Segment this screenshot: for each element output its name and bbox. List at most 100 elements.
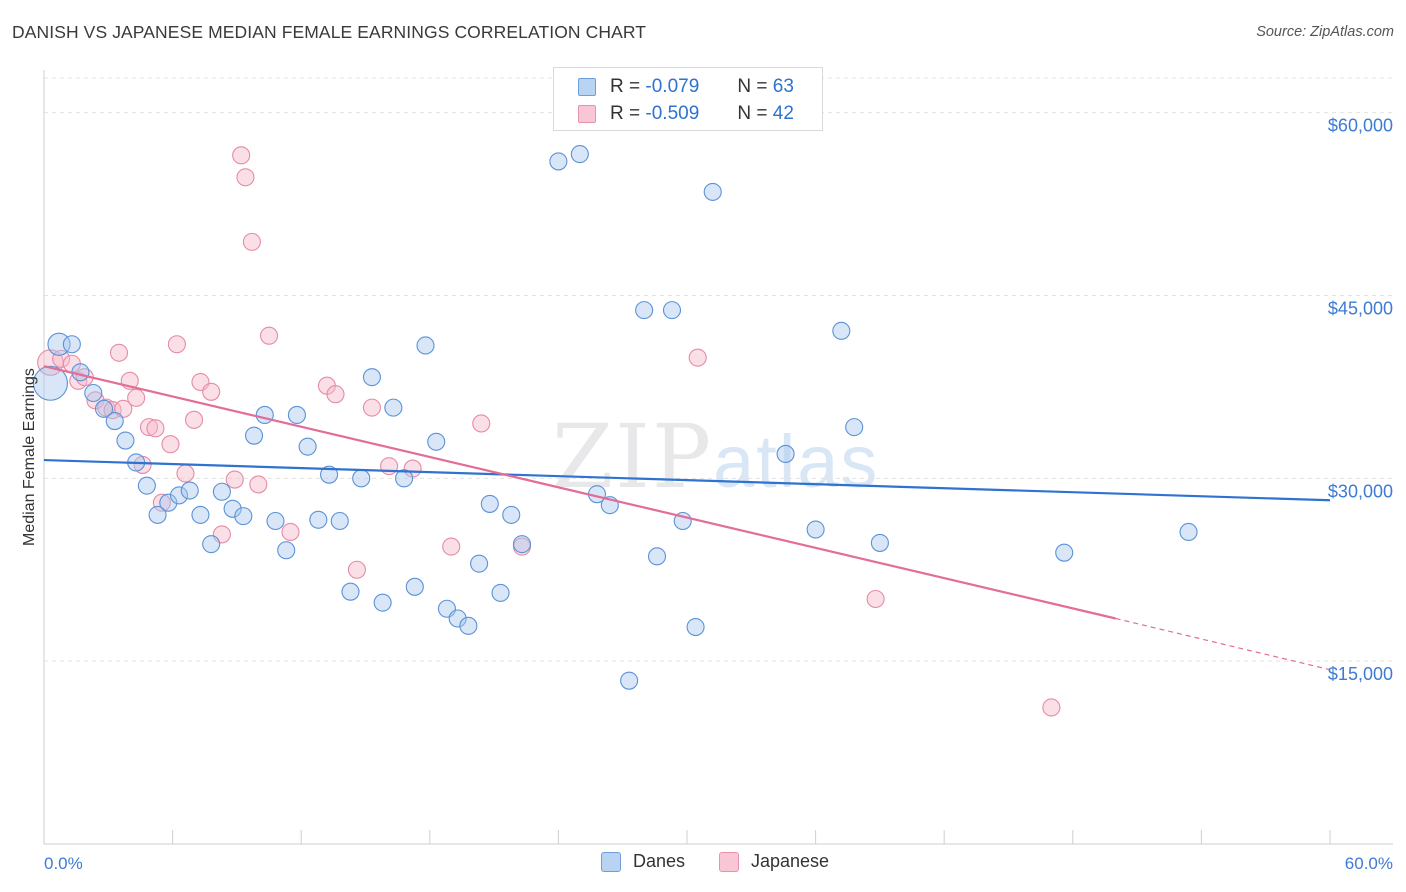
danes-point (373, 593, 392, 612)
danes-point (806, 520, 825, 539)
danes-point (635, 301, 654, 320)
japanese-point (347, 560, 366, 579)
danes-point (298, 437, 317, 456)
danes-point (512, 535, 532, 554)
japanese-point (362, 398, 381, 417)
danes-point (549, 152, 568, 171)
japanese-point (225, 470, 244, 489)
danes-point (416, 336, 435, 355)
danes-trend-line (43, 458, 1331, 502)
danes-point (202, 535, 221, 554)
japanese-point (472, 414, 491, 433)
japanese-trend-line (43, 365, 1116, 620)
danes-points (32, 145, 1198, 690)
danes-point (277, 541, 296, 560)
y-tick-label: $60,000 (1328, 116, 1393, 136)
danes-point (459, 616, 478, 635)
y-tick-label: $45,000 (1328, 298, 1393, 318)
danes-r-label: R = (610, 76, 641, 97)
danes-point (570, 145, 589, 164)
danes-point (287, 405, 306, 424)
japanese-point (326, 385, 345, 404)
japanese-point (202, 382, 221, 401)
japanese-swatch (578, 105, 596, 123)
danes-point (405, 577, 424, 596)
danes-point (703, 182, 722, 201)
legend-danes-label: Danes (633, 851, 686, 871)
japanese-point (232, 146, 251, 165)
japanese-r-label: R = (610, 103, 641, 124)
danes-point (832, 321, 851, 340)
axes (43, 70, 1393, 845)
danes-point (212, 482, 231, 501)
danes-point (32, 365, 68, 401)
danes-swatch (578, 78, 596, 96)
danes-point (234, 507, 253, 526)
japanese-point (109, 343, 129, 362)
danes-point (1179, 522, 1198, 542)
japanese-n-label: N = (737, 103, 768, 124)
watermark-zip: ZIP (552, 405, 714, 508)
danes-point (776, 444, 795, 464)
japanese-points (37, 146, 1061, 717)
danes-point (502, 505, 521, 524)
danes-point (116, 431, 135, 450)
japanese-point (161, 435, 180, 454)
danes-point (1055, 543, 1074, 562)
danes-point (180, 481, 199, 500)
danes-point (620, 671, 639, 690)
danes-point (137, 476, 156, 495)
danes-n-label: N = (737, 76, 768, 97)
danes-point (159, 493, 178, 512)
japanese-point (866, 589, 885, 609)
japanese-point (176, 464, 195, 483)
x-tick-label: 0.0% (44, 854, 83, 873)
legend-danes-swatch (601, 851, 621, 872)
danes-point (223, 499, 242, 518)
y-tick-label: $15,000 (1328, 664, 1393, 684)
danes-point (362, 368, 381, 387)
japanese-point (281, 522, 300, 542)
axis-labels: $15,000 $30,000 $45,000 $60,000 0.0% 60.0% Med… (21, 116, 1393, 873)
legend-danes[interactable]: Danes (601, 851, 685, 872)
danes-point (491, 583, 510, 602)
legend-japanese-swatch (719, 851, 739, 872)
danes-point (255, 405, 274, 424)
danes-n-value: 63 (772, 76, 794, 97)
danes-point (62, 335, 81, 354)
danes-point (647, 547, 667, 566)
danes-point (448, 609, 467, 628)
legend-row-japanese: R = -0.509 N = 42 (554, 101, 794, 127)
y-tick-label: $30,000 (1328, 481, 1393, 501)
danes-point (320, 465, 339, 484)
x-tick-label: 60.0% (1345, 854, 1393, 873)
danes-point (662, 301, 682, 320)
legend-japanese[interactable]: Japanese (719, 851, 829, 872)
japanese-point (242, 232, 261, 251)
legend-row-danes: R = -0.079 N = 63 (554, 74, 794, 100)
danes-point (845, 418, 864, 437)
japanese-n-value: 42 (772, 103, 794, 124)
source-label: Source: ZipAtlas.com (1256, 24, 1394, 40)
watermark: ZIPatlas (552, 405, 879, 508)
danes-r-value: -0.079 (645, 76, 700, 97)
correlation-legend: R = -0.079 N = 63 R = -0.509 N = 42 (553, 67, 823, 131)
japanese-r-value: -0.509 (645, 103, 700, 124)
danes-point (384, 398, 403, 417)
danes-point (330, 511, 349, 531)
danes-point (84, 383, 103, 403)
legend-japanese-label: Japanese (751, 851, 830, 871)
danes-point (169, 486, 189, 505)
danes-point (686, 617, 705, 637)
watermark-atlas: atlas (713, 420, 880, 503)
trend-lines (43, 365, 1331, 671)
japanese-point (236, 168, 255, 187)
danes-point (309, 510, 328, 529)
series-legend: Danes Japanese (0, 851, 1406, 877)
japanese-trend-extension (1115, 617, 1331, 671)
japanese-point (249, 475, 268, 494)
danes-point (148, 505, 167, 524)
danes-point (266, 511, 285, 531)
japanese-point (127, 388, 146, 407)
